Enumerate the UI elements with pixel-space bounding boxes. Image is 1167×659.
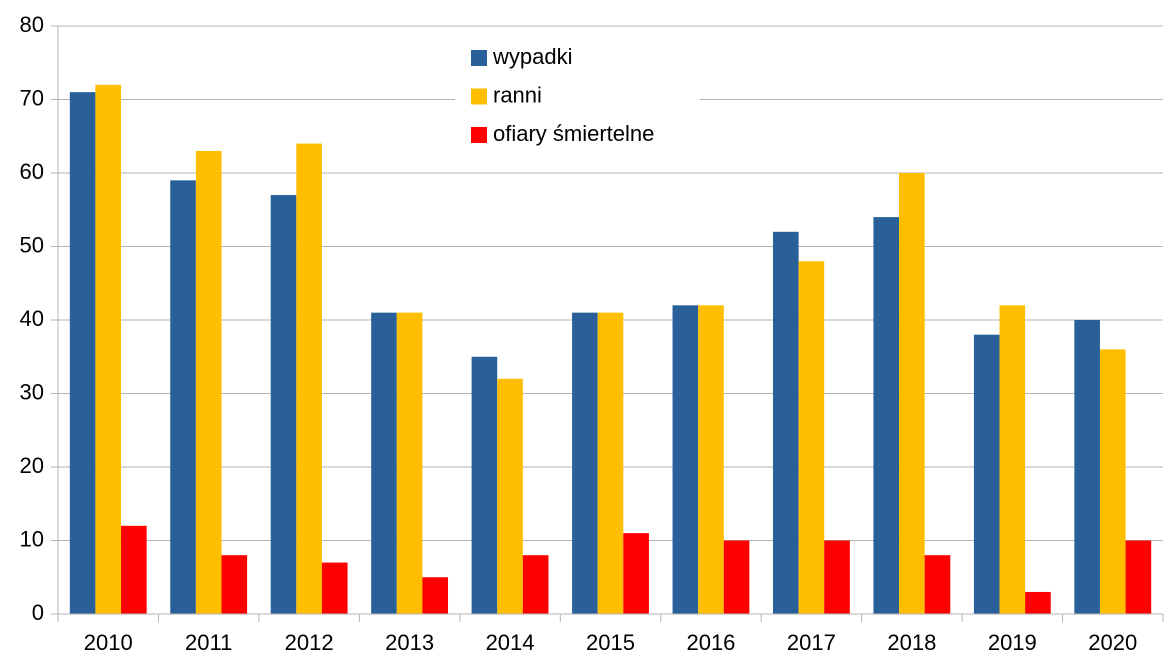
- bar: [471, 356, 498, 614]
- bar: [522, 555, 549, 614]
- bar: [270, 195, 297, 615]
- bar: [95, 84, 122, 615]
- bar: [296, 143, 322, 614]
- legend-swatch: [471, 88, 487, 105]
- bar: [69, 92, 96, 614]
- y-tick-label: 70: [20, 85, 44, 110]
- bar: [698, 305, 724, 614]
- bar: [772, 231, 799, 615]
- bar: [1074, 320, 1100, 614]
- bar: [999, 305, 1026, 614]
- y-tick-label: 80: [20, 12, 44, 37]
- bar: [572, 312, 598, 614]
- y-tick-label: 30: [20, 379, 44, 404]
- legend-label: ofiary śmiertelne: [493, 121, 654, 146]
- bar: [623, 533, 649, 614]
- x-tick-label: 2016: [686, 630, 735, 655]
- x-tick-label: 2017: [787, 630, 836, 655]
- bar: [723, 540, 750, 614]
- y-tick-label: 10: [20, 526, 44, 551]
- legend-swatch: [471, 50, 487, 66]
- x-tick-label: 2015: [586, 630, 635, 655]
- y-tick-label: 40: [20, 306, 44, 331]
- bar: [672, 305, 699, 614]
- bar: [195, 150, 222, 614]
- y-tick-label: 50: [20, 232, 44, 257]
- bar: [873, 217, 900, 614]
- bar: [1099, 349, 1126, 614]
- bar: [321, 562, 348, 614]
- x-tick-label: 2012: [285, 630, 334, 655]
- bar: [221, 555, 248, 614]
- x-tick-label: 2011: [185, 630, 232, 655]
- bar: [824, 540, 850, 614]
- x-tick-label: 2020: [1088, 630, 1137, 655]
- x-tick-label: 2013: [385, 630, 434, 655]
- bar: [924, 555, 951, 614]
- y-tick-label: 20: [20, 453, 44, 478]
- bar: [973, 334, 1000, 614]
- bar: [170, 180, 196, 614]
- x-tick-label: 2018: [887, 630, 936, 655]
- bar: [371, 312, 397, 614]
- x-tick-label: 2019: [988, 630, 1037, 655]
- bar: [1025, 591, 1051, 614]
- bar: [396, 312, 423, 614]
- bar: [1125, 540, 1152, 614]
- legend-swatch: [471, 127, 487, 143]
- y-tick-label: 60: [20, 159, 44, 184]
- bar: [798, 261, 825, 614]
- y-tick-label: 0: [32, 600, 44, 625]
- legend-label: ranni: [493, 82, 542, 107]
- legend-label: wypadki: [492, 44, 572, 69]
- bar: [422, 577, 449, 614]
- legend-box: [455, 40, 700, 152]
- x-tick-label: 2010: [84, 630, 133, 655]
- bar: [597, 312, 624, 614]
- bar: [899, 173, 925, 614]
- bar: [121, 525, 147, 614]
- x-tick-label: 2014: [486, 630, 535, 655]
- bar: [497, 378, 523, 614]
